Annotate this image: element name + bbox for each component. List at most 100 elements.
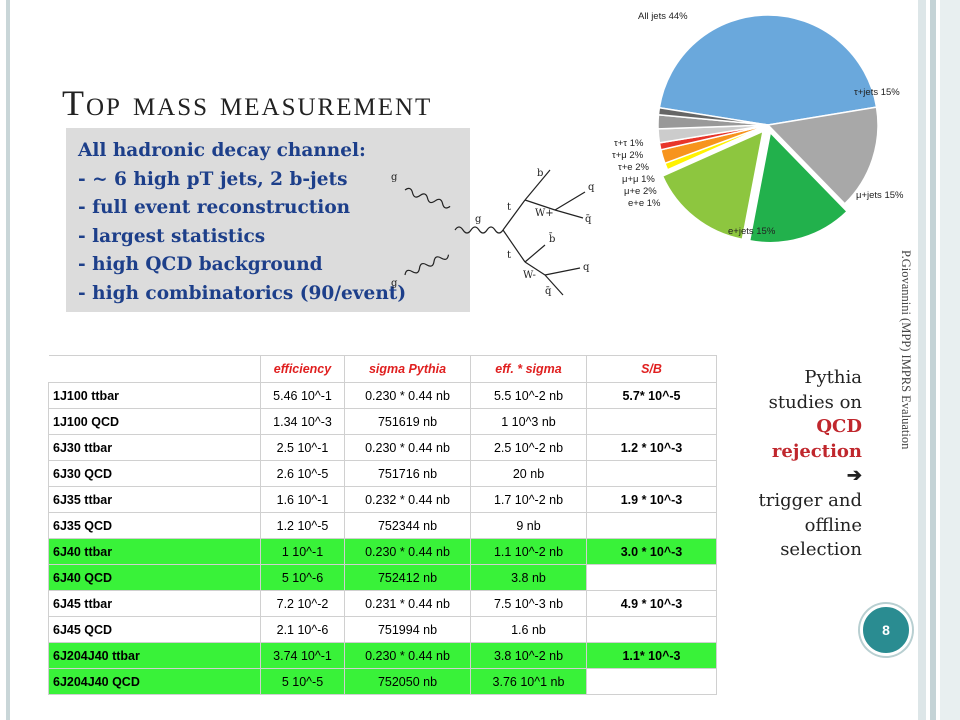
eff-sigma-cell: 1 10^3 nb	[470, 408, 587, 435]
feyn-label: g	[391, 172, 398, 183]
row-label: 6J35 QCD	[48, 512, 261, 539]
sigma-cell: 752344 nb	[344, 512, 471, 539]
side-note-line: studies on	[768, 391, 862, 413]
row-label: 6J45 ttbar	[48, 590, 261, 617]
feynman-diagram: g g g t t b q W+ q̄ b̄ W- q q̄	[391, 168, 595, 297]
pie-slice-tau-jets	[766, 106, 879, 205]
row-label: 6J30 QCD	[48, 460, 261, 487]
efficiency-cell: 1.2 10^-5	[260, 512, 345, 539]
eff-sigma-cell: 1.1 10^-2 nb	[470, 538, 587, 565]
efficiency-cell: 2.1 10^-6	[260, 616, 345, 643]
table-row: 6J30 QCD 2.6 10^-5 751716 nb 20 nb	[48, 460, 717, 487]
feyn-label: t	[507, 250, 511, 261]
sigma-cell: 0.231 * 0.44 nb	[344, 590, 471, 617]
table-row: 6J35 ttbar 1.6 10^-1 0.232 * 0.44 nb 1.7 10…	[48, 486, 717, 513]
pie-label-mue: μ+e 2%	[624, 186, 657, 197]
efficiency-cell: 5 10^-5	[260, 668, 345, 695]
eff-sigma-cell: 1.6 nb	[470, 616, 587, 643]
side-note-line: offline	[804, 514, 862, 536]
side-note-highlight: QCD	[816, 416, 862, 438]
table-row: 6J40 ttbar 1 10^-1 0.230 * 0.44 nb 1.1 10^-…	[48, 538, 717, 565]
top-line	[502, 229, 526, 263]
table-header	[48, 355, 261, 383]
feyn-label: q	[588, 182, 595, 193]
table-row: 1J100 QCD 1.34 10^-3 751619 nb 1 10^3 nb	[48, 408, 717, 435]
pie-slices	[657, 14, 879, 244]
gluon-line	[404, 254, 450, 276]
table-header: efficiency	[260, 355, 345, 383]
eff-sigma-cell: 9 nb	[470, 512, 587, 539]
eff-sigma-cell: 1.7 10^-2 nb	[470, 486, 587, 513]
sb-cell: 4.9 * 10^-3	[586, 590, 717, 617]
eff-sigma-cell: 2.5 10^-2 nb	[470, 434, 587, 461]
row-label: 6J40 QCD	[48, 564, 261, 591]
efficiency-cell: 1.6 10^-1	[260, 486, 345, 513]
eff-sigma-cell: 20 nb	[470, 460, 587, 487]
table-row: 6J204J40 QCD 5 10^-5 752050 nb 3.76 10^1 nb	[48, 668, 717, 695]
pie-label-tau-jets: τ+jets 15%	[854, 87, 900, 98]
decay-pie-chart: All jets 44% τ+jets 15% μ+jets 15% e+jet…	[612, 11, 904, 244]
sigma-cell: 752412 nb	[344, 564, 471, 591]
arrow-right-icon: ➔	[846, 465, 862, 487]
slide-title: Top mass measurement	[62, 83, 433, 123]
table-header: sigma Pythia	[344, 355, 471, 383]
feyn-label: b̄	[549, 233, 555, 245]
info-line: - high QCD background	[78, 254, 323, 276]
pie-slice-e-jets	[661, 130, 765, 241]
sigma-cell: 0.230 * 0.44 nb	[344, 642, 471, 669]
efficiency-cell: 3.74 10^-1	[260, 642, 345, 669]
sb-cell: 1.1* 10^-3	[586, 642, 717, 669]
frame-left-bar	[6, 0, 10, 720]
pie-label-mu-jets: μ+jets 15%	[856, 190, 904, 201]
info-box-text: All hadronic decay channel: - ~ 6 high p…	[78, 137, 406, 309]
eff-sigma-cell: 7.5 10^-3 nb	[470, 590, 587, 617]
table-row: 6J45 QCD 2.1 10^-6 751994 nb 1.6 nb	[48, 616, 717, 643]
pie-slice-tautau	[657, 106, 769, 126]
side-note-line: trigger and	[758, 489, 862, 511]
side-note: Pythia studies on QCD rejection ➔ trigge…	[712, 366, 862, 563]
sb-cell	[586, 460, 717, 487]
pie-slice-mu-jets	[748, 131, 849, 244]
frame-right-bar	[940, 0, 960, 720]
sb-cell	[586, 668, 717, 695]
pie-label-taue: τ+e 2%	[618, 162, 650, 173]
info-line: - full event reconstruction	[78, 197, 351, 219]
efficiency-cell: 7.2 10^-2	[260, 590, 345, 617]
info-box	[66, 128, 470, 312]
table-row: 6J45 ttbar 7.2 10^-2 0.231 * 0.44 nb 7.5 10…	[48, 590, 717, 617]
info-line: - ~ 6 high pT jets, 2 b-jets	[78, 168, 348, 190]
efficiency-cell: 5.46 10^-1	[260, 382, 345, 409]
results-table: efficiency sigma Pythia eff. * sigma S/B…	[48, 355, 717, 695]
sb-cell: 1.2 * 10^-3	[586, 434, 717, 461]
sigma-cell: 0.230 * 0.44 nb	[344, 382, 471, 409]
pie-label-taumu: τ+μ 2%	[612, 150, 644, 161]
efficiency-cell: 2.6 10^-5	[260, 460, 345, 487]
table-row: 1J100 ttbar 5.46 10^-1 0.230 * 0.44 nb 5.5 …	[48, 382, 717, 409]
sb-cell	[586, 616, 717, 643]
pie-label-tautau: τ+τ 1%	[614, 138, 644, 149]
pie-label-all-jets: All jets 44%	[638, 11, 688, 22]
page-number-badge: 8	[860, 604, 912, 656]
feyn-label: q̄	[585, 214, 592, 225]
row-label: 6J30 ttbar	[48, 434, 261, 461]
info-line: All hadronic decay channel:	[78, 140, 366, 161]
eff-sigma-cell: 5.5 10^-2 nb	[470, 382, 587, 409]
side-note-highlight: rejection	[771, 440, 862, 462]
side-note-line: selection	[780, 539, 862, 561]
sigma-cell: 0.230 * 0.44 nb	[344, 538, 471, 565]
info-line: - largest statistics	[78, 225, 266, 247]
row-label: 6J35 ttbar	[48, 486, 261, 513]
sigma-cell: 0.230 * 0.44 nb	[344, 434, 471, 461]
side-note-line: Pythia	[804, 367, 862, 388]
table-row: 6J35 QCD 1.2 10^-5 752344 nb 9 nb	[48, 512, 717, 539]
sb-cell: 1.9 * 10^-3	[586, 486, 717, 513]
sb-cell	[586, 408, 717, 435]
sb-cell: 3.0 * 10^-3	[586, 538, 717, 565]
efficiency-cell: 1.34 10^-3	[260, 408, 345, 435]
top-line	[502, 199, 526, 231]
info-line: - high combinatorics (90/event)	[78, 282, 407, 304]
eff-sigma-cell: 3.8 nb	[470, 564, 587, 591]
feyn-label: g	[475, 214, 482, 225]
feyn-label: q̄	[545, 286, 552, 297]
feyn-label: t	[507, 202, 511, 213]
